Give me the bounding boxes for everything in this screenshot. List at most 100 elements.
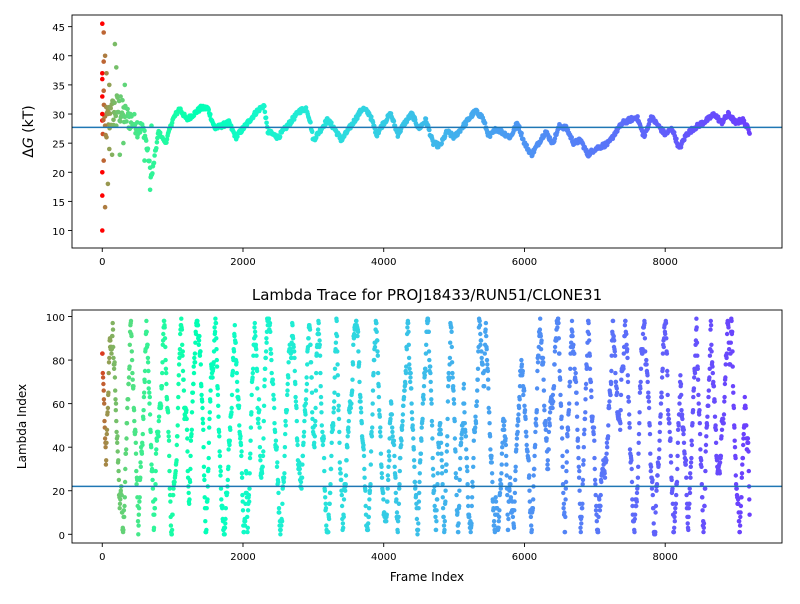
lambda-point — [688, 471, 693, 476]
lambda-point — [117, 506, 122, 511]
lambda-point — [298, 479, 304, 485]
lambda-point — [273, 438, 279, 443]
lambda-point — [167, 486, 172, 491]
lambda-point — [114, 429, 119, 435]
lambda-point — [339, 492, 344, 498]
lambda-point — [441, 514, 446, 520]
lambda-point — [746, 440, 751, 445]
lambda-point — [390, 434, 395, 439]
lambda-point — [318, 394, 324, 400]
lambda-point — [701, 521, 707, 526]
y-tick-label: 35 — [52, 81, 65, 92]
lambda-point — [447, 355, 453, 361]
lambda-point — [111, 355, 116, 361]
lambda-point — [569, 318, 575, 324]
lambda-point — [378, 451, 384, 456]
lambda-point — [665, 408, 671, 413]
delta-g-point — [674, 136, 679, 142]
lambda-point — [656, 455, 662, 461]
lambda-point — [529, 523, 534, 528]
lambda-point — [653, 510, 658, 515]
lambda-point — [703, 468, 708, 474]
lambda-point — [436, 445, 442, 450]
delta-g-point — [124, 119, 129, 124]
lambda-point — [438, 431, 444, 437]
lambda-point — [179, 316, 184, 321]
lambda-point — [361, 453, 367, 459]
lambda-point — [541, 377, 546, 382]
lambda-point — [262, 384, 267, 389]
lambda-point — [433, 527, 439, 533]
lambda-point — [515, 423, 520, 428]
lambda-point — [421, 397, 426, 402]
lambda-point — [469, 521, 474, 526]
lambda-point — [686, 527, 691, 533]
lambda-point — [677, 401, 682, 406]
lambda-point — [446, 384, 451, 389]
lambda-point — [130, 377, 135, 382]
lambda-point — [672, 510, 678, 515]
lambda-point — [103, 462, 109, 467]
lambda-point — [140, 431, 145, 437]
lambda-point — [232, 323, 237, 328]
lambda-point — [431, 473, 436, 478]
lambda-point — [732, 445, 738, 450]
lambda-point — [245, 514, 250, 520]
lambda-point — [613, 370, 618, 376]
lambda-point — [638, 366, 644, 371]
lambda-point — [489, 453, 494, 459]
lambda-point — [492, 529, 498, 535]
lambda-point — [634, 499, 639, 504]
lambda-point — [567, 379, 573, 385]
lambda-point — [504, 462, 509, 467]
lambda-point — [527, 473, 532, 478]
lambda-point — [285, 392, 290, 398]
lambda-point — [170, 512, 175, 517]
lambda-point — [243, 519, 248, 524]
lambda-point — [269, 357, 274, 363]
lambda-point — [118, 497, 123, 502]
lambda-point — [207, 425, 212, 430]
lambda-point — [276, 490, 281, 496]
lambda-point — [717, 460, 723, 465]
lambda-point — [176, 373, 181, 378]
lambda-point — [362, 466, 367, 472]
y-tick-label: 0 — [59, 531, 65, 542]
x-tick-label: 4000 — [371, 552, 396, 563]
lambda-point — [229, 410, 234, 415]
lambda-point — [227, 438, 232, 443]
lambda-point — [497, 490, 503, 496]
lambda-point — [299, 475, 305, 480]
lambda-point — [415, 527, 421, 533]
lambda-point — [260, 464, 265, 469]
lambda-point — [115, 440, 120, 445]
lambda-point — [416, 506, 421, 511]
lambda-point — [253, 342, 259, 347]
lambda-point — [316, 320, 321, 326]
lambda-point — [393, 490, 398, 496]
lambda-point — [487, 421, 492, 426]
lambda-point — [295, 438, 300, 443]
lambda-point — [180, 353, 185, 358]
lambda-point — [236, 403, 242, 408]
lambda-point — [168, 523, 174, 528]
delta-g-point — [263, 115, 269, 120]
lambda-point — [348, 405, 353, 411]
lambda-point — [337, 460, 342, 465]
lambda-point — [133, 429, 138, 435]
lambda-point — [310, 410, 315, 415]
lambda-point — [746, 449, 751, 454]
lambda-point — [589, 394, 594, 400]
x-tick-label: 0 — [99, 257, 105, 268]
lambda-point — [681, 431, 686, 437]
lambda-point — [573, 379, 579, 385]
lambda-point — [302, 418, 307, 424]
lambda-point — [579, 521, 584, 526]
delta-g-points — [100, 21, 752, 233]
lambda-point — [572, 366, 577, 371]
lambda-point — [730, 364, 735, 369]
lambda-x-ticks: 0 2000 4000 6000 8000 — [99, 543, 678, 563]
lambda-point — [607, 405, 612, 411]
delta-g-y-ticks: 10 15 20 25 30 35 40 45 — [52, 23, 72, 238]
lambda-point — [475, 377, 480, 382]
